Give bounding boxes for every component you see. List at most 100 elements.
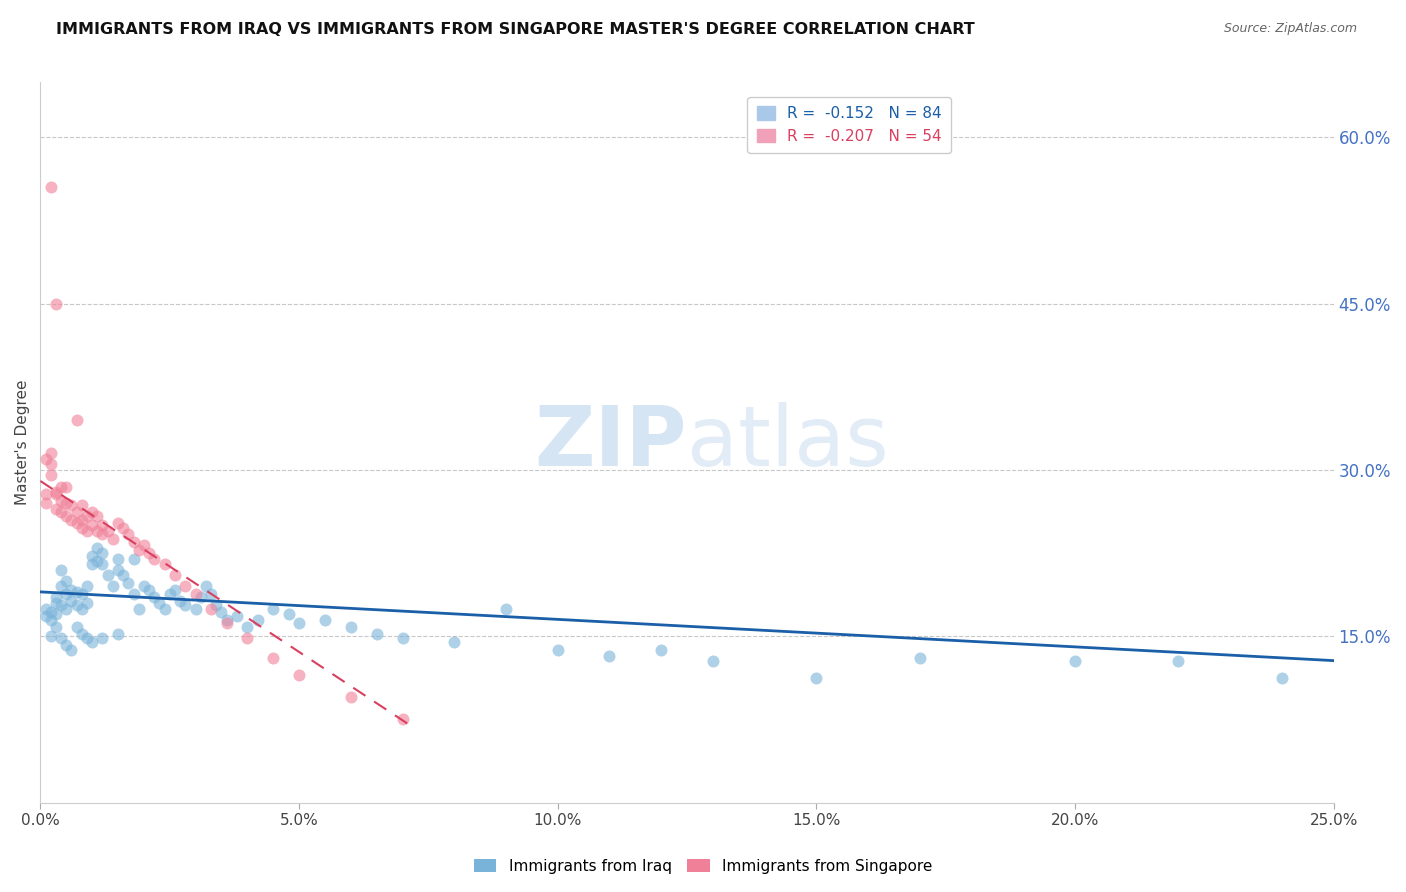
Point [60, 513, 83, 527]
Point [65, 413, 87, 427]
Point [200, 601, 222, 615]
Point [86, 541, 108, 555]
Point [148, 596, 170, 610]
Y-axis label: Master's Degree: Master's Degree [15, 379, 30, 505]
Point [262, 651, 284, 665]
Point [45, 485, 67, 500]
Point [97, 568, 120, 582]
Point [107, 551, 129, 566]
Point [153, 557, 176, 571]
Point [49, 479, 72, 493]
Point [366, 627, 388, 641]
Point [45, 620, 67, 634]
Point [101, 532, 124, 546]
Point [49, 632, 72, 646]
Point [122, 535, 145, 549]
Point [34, 451, 56, 466]
Point [49, 494, 72, 508]
Point [495, 601, 517, 615]
Point [112, 568, 135, 582]
Point [76, 632, 98, 646]
Point [86, 554, 108, 568]
Point [132, 538, 155, 552]
Point [339, 690, 361, 705]
Point [112, 520, 135, 534]
Point [82, 549, 104, 564]
Point [91, 527, 114, 541]
Point [39, 446, 62, 460]
Point [174, 598, 197, 612]
Point [91, 557, 114, 571]
Point [190, 591, 212, 605]
Point [76, 524, 98, 538]
Point [215, 615, 238, 630]
Point [60, 582, 83, 597]
Legend: R =  -0.152   N = 84, R =  -0.207   N = 54: R = -0.152 N = 84, R = -0.207 N = 54 [748, 96, 950, 153]
Point [128, 601, 150, 615]
Point [200, 587, 222, 601]
Point [314, 613, 336, 627]
Point [1167, 654, 1189, 668]
Point [34, 609, 56, 624]
Point [174, 579, 197, 593]
Point [107, 563, 129, 577]
Point [49, 579, 72, 593]
Point [76, 579, 98, 593]
Point [55, 638, 77, 652]
Point [339, 620, 361, 634]
Point [65, 505, 87, 519]
Point [277, 607, 299, 621]
Point [908, 651, 931, 665]
Point [91, 546, 114, 560]
Point [39, 613, 62, 627]
Point [55, 587, 77, 601]
Point [159, 587, 181, 601]
Point [55, 479, 77, 493]
Point [391, 632, 413, 646]
Point [132, 579, 155, 593]
Point [39, 605, 62, 619]
Point [211, 605, 233, 619]
Point [128, 542, 150, 557]
Point [391, 712, 413, 726]
Text: Source: ZipAtlas.com: Source: ZipAtlas.com [1223, 22, 1357, 36]
Point [70, 513, 93, 527]
Point [107, 516, 129, 530]
Point [70, 499, 93, 513]
Point [76, 596, 98, 610]
Point [288, 668, 311, 682]
Point [60, 593, 83, 607]
Point [443, 634, 465, 648]
Point [91, 518, 114, 533]
Point [82, 634, 104, 648]
Point [70, 627, 93, 641]
Point [55, 574, 77, 588]
Point [65, 516, 87, 530]
Point [49, 505, 72, 519]
Point [45, 501, 67, 516]
Point [163, 582, 186, 597]
Point [122, 587, 145, 601]
Point [60, 642, 83, 657]
Point [143, 591, 166, 605]
Point [55, 509, 77, 524]
Point [184, 601, 207, 615]
Point [34, 496, 56, 510]
Point [246, 613, 269, 627]
Point [205, 598, 228, 612]
Point [107, 627, 129, 641]
Point [117, 576, 139, 591]
Point [34, 487, 56, 501]
Point [39, 468, 62, 483]
Point [39, 458, 62, 472]
Point [70, 601, 93, 615]
Point [122, 551, 145, 566]
Point [86, 524, 108, 538]
Point [70, 520, 93, 534]
Point [143, 551, 166, 566]
Point [49, 563, 72, 577]
Point [82, 518, 104, 533]
Point [163, 568, 186, 582]
Point [70, 587, 93, 601]
Point [45, 296, 67, 310]
